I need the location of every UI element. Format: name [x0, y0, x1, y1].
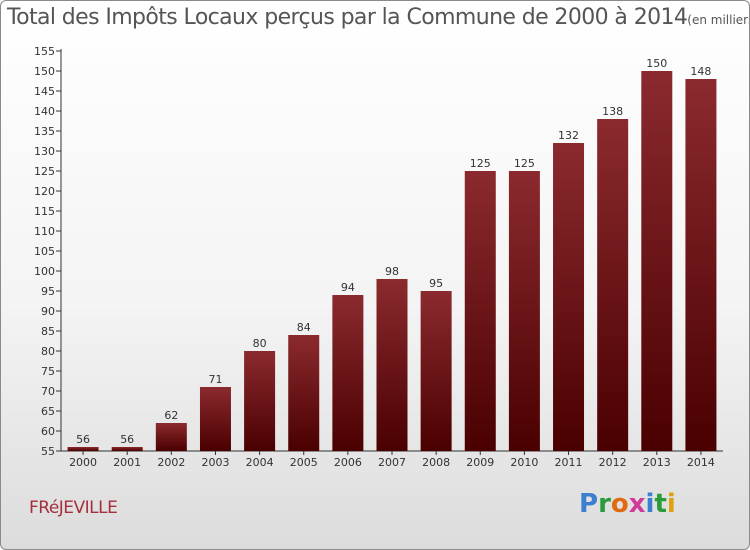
- chart-title-text: Total des Impôts Locaux perçus par la Co…: [7, 5, 688, 30]
- data-label-2011: 132: [558, 129, 579, 142]
- logo-letter: i: [666, 489, 676, 519]
- x-tick-label: 2000: [69, 456, 97, 469]
- data-label-2003: 71: [208, 373, 222, 386]
- data-label-2012: 138: [602, 105, 623, 118]
- bar-2012: [597, 119, 629, 451]
- logo-letter: P: [579, 489, 599, 519]
- y-tick-label: 70: [41, 385, 55, 398]
- y-tick-label: 110: [34, 225, 55, 238]
- x-tick-label: 2010: [510, 456, 538, 469]
- data-label-2006: 94: [341, 281, 355, 294]
- data-label-2014: 148: [690, 65, 711, 78]
- y-tick-label: 65: [41, 405, 55, 418]
- data-label-2000: 56: [76, 433, 90, 446]
- x-tick-label: 2005: [290, 456, 318, 469]
- bar-2004: [244, 351, 276, 451]
- x-tick-label: 2009: [466, 456, 494, 469]
- bar-2005: [288, 335, 320, 451]
- data-label-2001: 56: [120, 433, 134, 446]
- y-tick-label: 55: [41, 445, 55, 458]
- x-tick-label: 2004: [246, 456, 274, 469]
- y-tick-label: 125: [34, 165, 55, 178]
- data-label-2010: 125: [514, 157, 535, 170]
- y-tick-label: 105: [34, 245, 55, 258]
- x-tick-label: 2003: [201, 456, 229, 469]
- bar-2001: [111, 447, 143, 451]
- data-label-2009: 125: [470, 157, 491, 170]
- x-tick-label: 2006: [334, 456, 362, 469]
- y-tick-label: 145: [34, 85, 55, 98]
- bar-2013: [641, 71, 673, 451]
- logo-letter: t: [654, 489, 667, 519]
- bar-2011: [553, 143, 585, 451]
- x-tick-label: 2002: [157, 456, 185, 469]
- y-tick-label: 140: [34, 105, 55, 118]
- bar-2007: [376, 279, 408, 451]
- y-tick-label: 75: [41, 365, 55, 378]
- x-tick-label: 2008: [422, 456, 450, 469]
- bar-2000: [67, 447, 99, 451]
- y-tick-label: 115: [34, 205, 55, 218]
- data-label-2007: 98: [385, 265, 399, 278]
- bar-2014: [685, 79, 717, 451]
- bar-2008: [420, 291, 452, 451]
- data-label-2013: 150: [646, 57, 667, 70]
- data-label-2005: 84: [297, 321, 311, 334]
- x-tick-label: 2014: [687, 456, 715, 469]
- logo-letter: x: [628, 489, 646, 519]
- logo-letter: o: [610, 489, 629, 519]
- bars: [67, 71, 717, 451]
- axes: 55 60 65 70 75 80 85 90 95 100 105 110 115 120 125 130 1…: [34, 45, 723, 469]
- y-tick-label: 100: [34, 265, 55, 278]
- x-tick-label: 2011: [555, 456, 583, 469]
- data-label-2004: 80: [253, 337, 267, 350]
- y-tick-label: 95: [41, 285, 55, 298]
- data-labels: 56 56 62 71 80 84 94 98 95 125 125 132 138 150 148: [76, 57, 711, 446]
- y-tick-label: 85: [41, 325, 55, 338]
- y-tick-label: 90: [41, 305, 55, 318]
- chart-unit-note: (en milliers d'€): [687, 13, 750, 27]
- commune-name: FRéJEVILLE: [29, 498, 118, 518]
- x-tick-label: 2012: [599, 456, 627, 469]
- bar-2010: [508, 171, 540, 451]
- chart-title: Total des Impôts Locaux perçus par la Co…: [7, 5, 750, 30]
- logo-letter: i: [645, 489, 655, 519]
- y-tick-label: 150: [34, 65, 55, 78]
- logo-letter: r: [598, 489, 611, 519]
- y-tick-label: 135: [34, 125, 55, 138]
- y-tick-label: 80: [41, 345, 55, 358]
- data-label-2008: 95: [429, 277, 443, 290]
- x-tick-label: 2013: [643, 456, 671, 469]
- y-tick-label: 60: [41, 425, 55, 438]
- proxiti-logo: Proxiti: [579, 489, 676, 519]
- bar-2009: [464, 171, 496, 451]
- y-tick-label: 130: [34, 145, 55, 158]
- bar-2006: [332, 295, 364, 451]
- x-tick-label: 2001: [113, 456, 141, 469]
- y-tick-label: 155: [34, 45, 55, 58]
- data-label-2002: 62: [164, 409, 178, 422]
- x-tick-label: 2007: [378, 456, 406, 469]
- bar-2002: [155, 423, 187, 451]
- y-tick-label: 120: [34, 185, 55, 198]
- bar-2003: [199, 387, 231, 451]
